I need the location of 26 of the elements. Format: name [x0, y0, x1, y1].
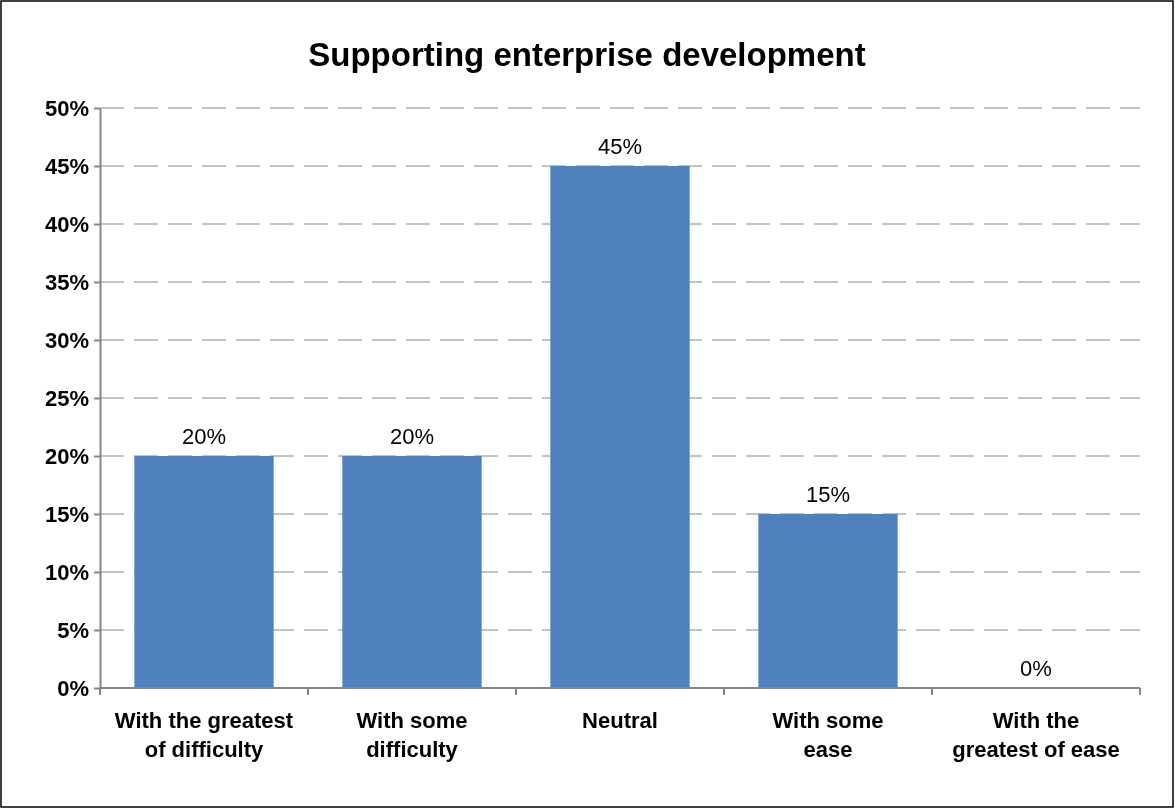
y-tick-label: 0%: [57, 675, 89, 701]
y-tick-label: 20%: [44, 443, 89, 469]
x-tick-label: Neutral: [582, 708, 658, 733]
bar: [134, 456, 274, 688]
x-tick-label: With the greatest of difficulty: [114, 708, 294, 762]
data-label: 20%: [389, 424, 435, 449]
y-tick-label: 40%: [44, 211, 89, 237]
y-tick-label: 25%: [44, 385, 89, 411]
y-tick-label: 15%: [44, 501, 89, 527]
chart-title: Supporting enterprise development: [308, 36, 866, 73]
bar: [758, 514, 898, 688]
y-tick-label: 45%: [44, 153, 89, 179]
y-tick-label: 30%: [44, 327, 89, 353]
data-label: 45%: [597, 134, 643, 159]
x-tick-label: With the greatest of ease: [952, 708, 1120, 762]
y-tick-label: 50%: [44, 95, 89, 121]
data-label: 15%: [805, 482, 851, 507]
bar: [342, 456, 482, 688]
x-tick-label: With some difficulty: [356, 708, 468, 762]
bar: [550, 166, 690, 688]
data-label: 0%: [1020, 656, 1052, 681]
y-tick-label: 10%: [44, 559, 89, 585]
x-tick-label: With some ease: [772, 708, 884, 762]
data-label: 20%: [181, 424, 227, 449]
y-tick-label: 5%: [57, 617, 89, 643]
y-tick-label: 35%: [44, 269, 89, 295]
